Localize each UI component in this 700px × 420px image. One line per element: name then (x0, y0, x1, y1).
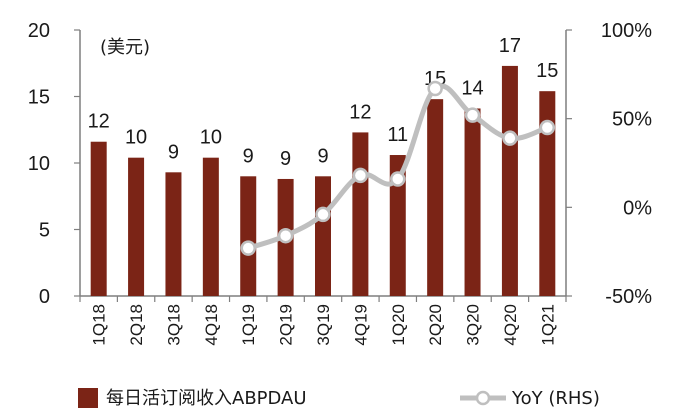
category-label: 2Q19 (277, 304, 296, 346)
bar (464, 108, 481, 296)
category-label: 2Q18 (127, 304, 146, 346)
category-label: 3Q19 (314, 304, 333, 346)
bar-data-label: 15 (536, 60, 558, 82)
bar-data-label: 9 (317, 145, 328, 167)
yoy-point (277, 227, 294, 244)
bar-data-label: 9 (243, 145, 254, 167)
bar-data-label: 17 (499, 35, 521, 57)
bar-data-label: 12 (349, 101, 371, 123)
right-tick-label: -50% (605, 286, 652, 308)
yoy-point (390, 171, 406, 187)
category-label: 1Q20 (389, 304, 408, 346)
bar (202, 157, 219, 296)
yoy-point (427, 80, 443, 97)
legend-line-marker (475, 390, 491, 406)
category-label: 3Q20 (464, 304, 483, 346)
bar (352, 132, 369, 296)
bar-data-label: 11 (387, 124, 408, 146)
right-tick-label: 100% (601, 20, 652, 42)
right-tick-label: 50% (612, 109, 652, 131)
category-label: 1Q21 (538, 304, 557, 346)
category-label: 1Q19 (239, 304, 258, 346)
yoy-point (539, 119, 556, 136)
left-tick-label: 15 (28, 87, 50, 109)
category-label: 1Q18 (90, 304, 109, 346)
yoy-point (315, 206, 331, 223)
bar (240, 176, 257, 296)
bar (389, 155, 406, 296)
category-label: 4Q19 (351, 304, 370, 346)
legend-bar-label: 每日活订阅收入ABPDAU (106, 388, 307, 409)
yoy-point (464, 107, 481, 123)
legend: 每日活订阅收入ABPDAU YoY (RHS) (78, 388, 600, 409)
bar (315, 176, 331, 296)
left-tick-label: 5 (39, 220, 50, 242)
right-tick-label: 0% (623, 197, 652, 219)
bar-series (90, 65, 556, 297)
category-label: 3Q18 (164, 304, 183, 346)
legend-line-label: YoY (RHS) (511, 388, 600, 409)
bar-data-label: 9 (280, 148, 291, 170)
yoy-line-series (240, 80, 556, 256)
bar (128, 157, 145, 296)
axis-ticks: 0 5 10 15 20 -50% 0% 50% 100% 1Q18 2Q18 3Q18 4Q18 1Q1… (28, 20, 652, 346)
legend-bar-swatch (78, 388, 98, 408)
category-label: 4Q18 (202, 304, 221, 346)
bar-data-label: 10 (125, 127, 147, 149)
bar-data-label: 12 (88, 111, 110, 133)
bar (427, 99, 444, 296)
category-label: 4Q20 (501, 304, 520, 346)
bar-data-label: 9 (168, 141, 179, 163)
bar-data-label: 10 (200, 127, 222, 149)
left-tick-label: 10 (28, 153, 50, 175)
bar-data-label: 14 (461, 77, 483, 99)
yoy-point (240, 240, 256, 256)
left-tick-label: 20 (28, 20, 50, 42)
yoy-point (502, 130, 518, 146)
bar (90, 141, 107, 296)
bar (539, 91, 556, 297)
unit-label: (美元) (100, 37, 150, 58)
left-tick-label: 0 (39, 286, 50, 308)
category-label: 2Q20 (426, 304, 445, 346)
bar (165, 172, 182, 296)
bar (501, 65, 518, 296)
yoy-point (352, 167, 369, 184)
